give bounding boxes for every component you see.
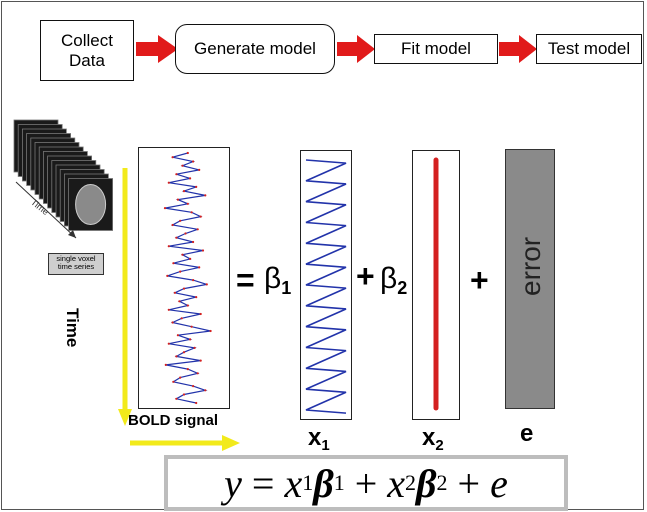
eq-equals: = xyxy=(241,460,285,506)
plus-sign-2: + xyxy=(470,262,489,298)
beta2-char: β xyxy=(380,262,398,295)
eq-e: e xyxy=(490,460,508,506)
step-generate-model: Generate model xyxy=(175,24,335,74)
x1-regressor-trace xyxy=(305,159,347,414)
eq-x2-sub: 2 xyxy=(405,470,417,495)
time-slanted-arrow xyxy=(15,181,77,239)
single-voxel-label: single voxel time series xyxy=(48,253,104,275)
eq-x1-sub: 1 xyxy=(302,470,314,495)
beta2-sub: 2 xyxy=(397,278,408,298)
eq-beta2: β xyxy=(416,460,437,506)
eq-beta1: β xyxy=(313,460,334,506)
yellow-time-arrow xyxy=(118,168,132,426)
arrow-2 xyxy=(337,35,375,63)
plus-sign-1: + xyxy=(356,258,375,294)
x2-label: x2 xyxy=(422,424,444,454)
beta1-symbol: β1 xyxy=(264,262,291,299)
step-test-model: Test model xyxy=(536,34,642,64)
beta1-char: β xyxy=(264,262,282,295)
x2-sub: 2 xyxy=(435,437,444,454)
step-fit-model: Fit model xyxy=(374,34,498,64)
eq-beta2-sub: 2 xyxy=(436,470,448,495)
eq-beta1-sub: 1 xyxy=(333,470,345,495)
eq-plus1: + xyxy=(344,460,388,506)
error-label: error xyxy=(515,236,546,296)
error-box xyxy=(505,149,555,409)
eq-x2: x xyxy=(387,460,406,506)
x1-label: x1 xyxy=(308,424,330,454)
eq-y: y xyxy=(224,460,242,506)
equals-sign: = xyxy=(236,262,255,298)
beta2-symbol: β2 xyxy=(380,262,407,299)
beta1-sub: 1 xyxy=(281,278,292,298)
x2-char: x xyxy=(422,424,436,451)
e-label: e xyxy=(520,420,534,447)
brain-image-stack xyxy=(13,119,113,231)
eq-x1: x xyxy=(284,460,303,506)
arrow-1 xyxy=(136,35,178,63)
x1-char: x xyxy=(308,424,322,451)
x2-constant-line xyxy=(433,157,439,411)
x1-sub: 1 xyxy=(321,437,330,454)
bold-signal-label: BOLD signal xyxy=(128,412,219,429)
arrow-3 xyxy=(499,35,537,63)
time-axis-label: Time xyxy=(63,308,82,348)
step-collect-data: Collect Data xyxy=(40,20,134,81)
bold-signal-trace xyxy=(163,151,212,405)
yellow-bold-arrow xyxy=(130,435,240,451)
eq-plus2: + xyxy=(447,460,491,506)
